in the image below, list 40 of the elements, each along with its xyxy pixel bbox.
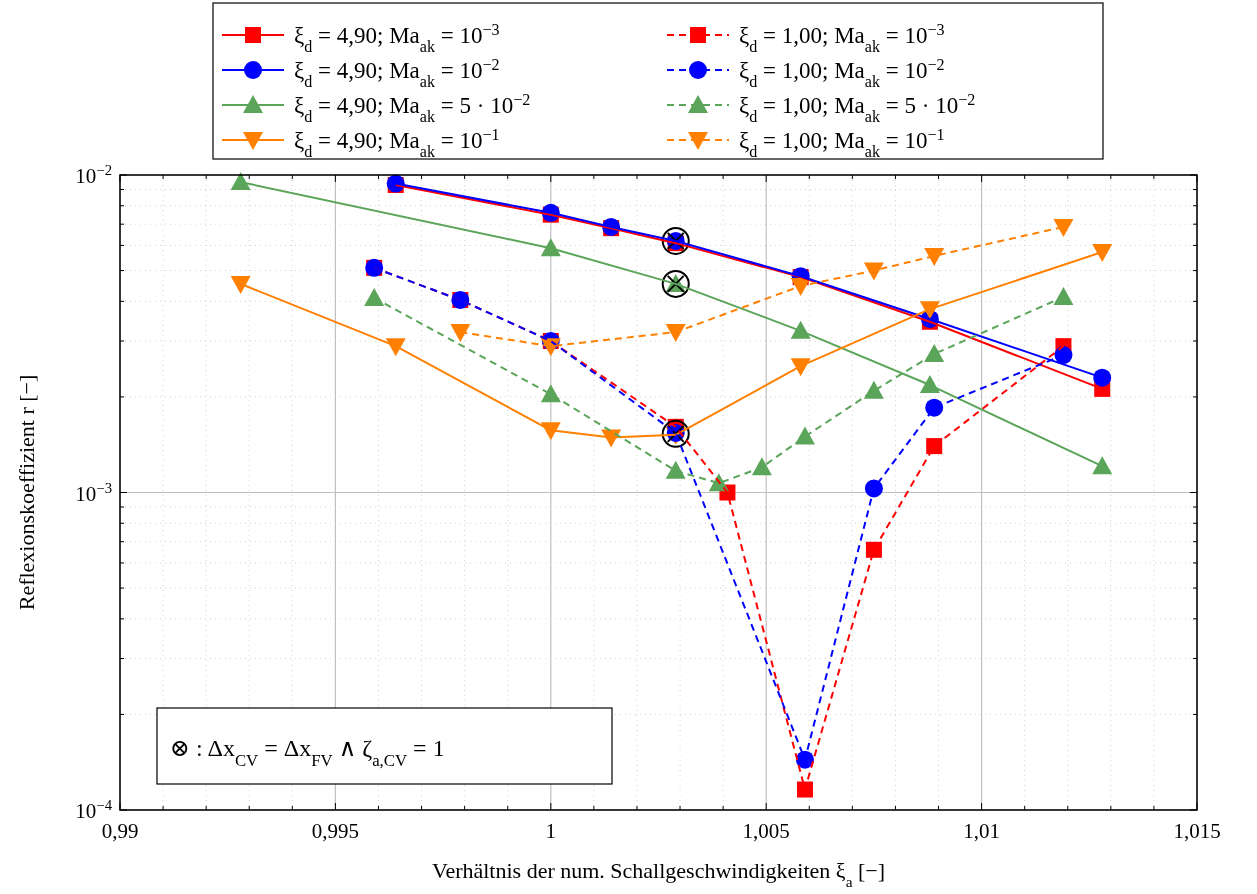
y-axis-title: Reflexionskoeffizient r [−]	[14, 374, 39, 611]
point	[1053, 286, 1074, 305]
point	[661, 269, 690, 298]
y-tick-label: 10$^{−3}$	[75, 479, 112, 506]
legend-label: ξ$_{d}$ = 4,90; Ma$_{ak}$ = 10$^{−1}$	[294, 125, 500, 160]
x-axis-title: Verhältnis der num. Schallgeschwindigkeiten ξ$_{a}$ [−]	[431, 858, 886, 890]
legend-label: ξ$_{d}$ = 1,00; Ma$_{ak}$ = 10$^{−3}$	[739, 20, 945, 55]
legend-label: ξ$_{d}$ = 4,90; Ma$_{ak}$ = 5 · 10$^{−2}$	[294, 90, 531, 125]
legend-label: ξ$_{d}$ = 4,90; Ma$_{ak}$ = 10$^{−3}$	[294, 20, 500, 55]
point	[230, 172, 251, 191]
x-tick-label: 1,015	[1173, 819, 1221, 843]
x-tick-label: 1	[545, 819, 557, 843]
point	[796, 781, 813, 798]
point	[1092, 456, 1113, 475]
point	[661, 226, 690, 255]
annotation: ⊗ : Δx$_{CV}$ = Δx$_{FV}$ ∧ ζ$_{a,CV}$ = 1	[170, 735, 445, 770]
point	[450, 324, 471, 343]
point	[1093, 368, 1112, 387]
x-tick-label: 1,005	[742, 819, 790, 843]
x-tick-label: 1,01	[963, 819, 1000, 843]
point	[665, 460, 686, 479]
y-tick-label: 10$^{−2}$	[75, 162, 112, 188]
legend-label: ξ$_{d}$ = 1,00; Ma$_{ak}$ = 5 · 10$^{−2}$	[739, 90, 976, 125]
point	[794, 426, 815, 445]
point	[665, 324, 686, 343]
point	[924, 344, 945, 363]
point	[1053, 218, 1074, 237]
x-tick-label: 0,995	[311, 819, 360, 843]
legend-label: ξ$_{d}$ = 4,90; Ma$_{ak}$ = 10$^{−2}$	[294, 55, 500, 90]
point	[865, 541, 882, 558]
point	[864, 479, 883, 498]
point	[364, 287, 385, 306]
legend-label: ξ$_{d}$ = 1,00; Ma$_{ak}$ = 10$^{−2}$	[739, 55, 945, 90]
point	[863, 380, 884, 399]
legend-label: ξ$_{d}$ = 1,00; Ma$_{ak}$ = 10$^{−1}$	[739, 125, 945, 160]
point	[661, 419, 690, 448]
point	[230, 275, 251, 294]
point	[926, 438, 943, 455]
point	[1092, 244, 1113, 263]
point	[924, 247, 945, 266]
